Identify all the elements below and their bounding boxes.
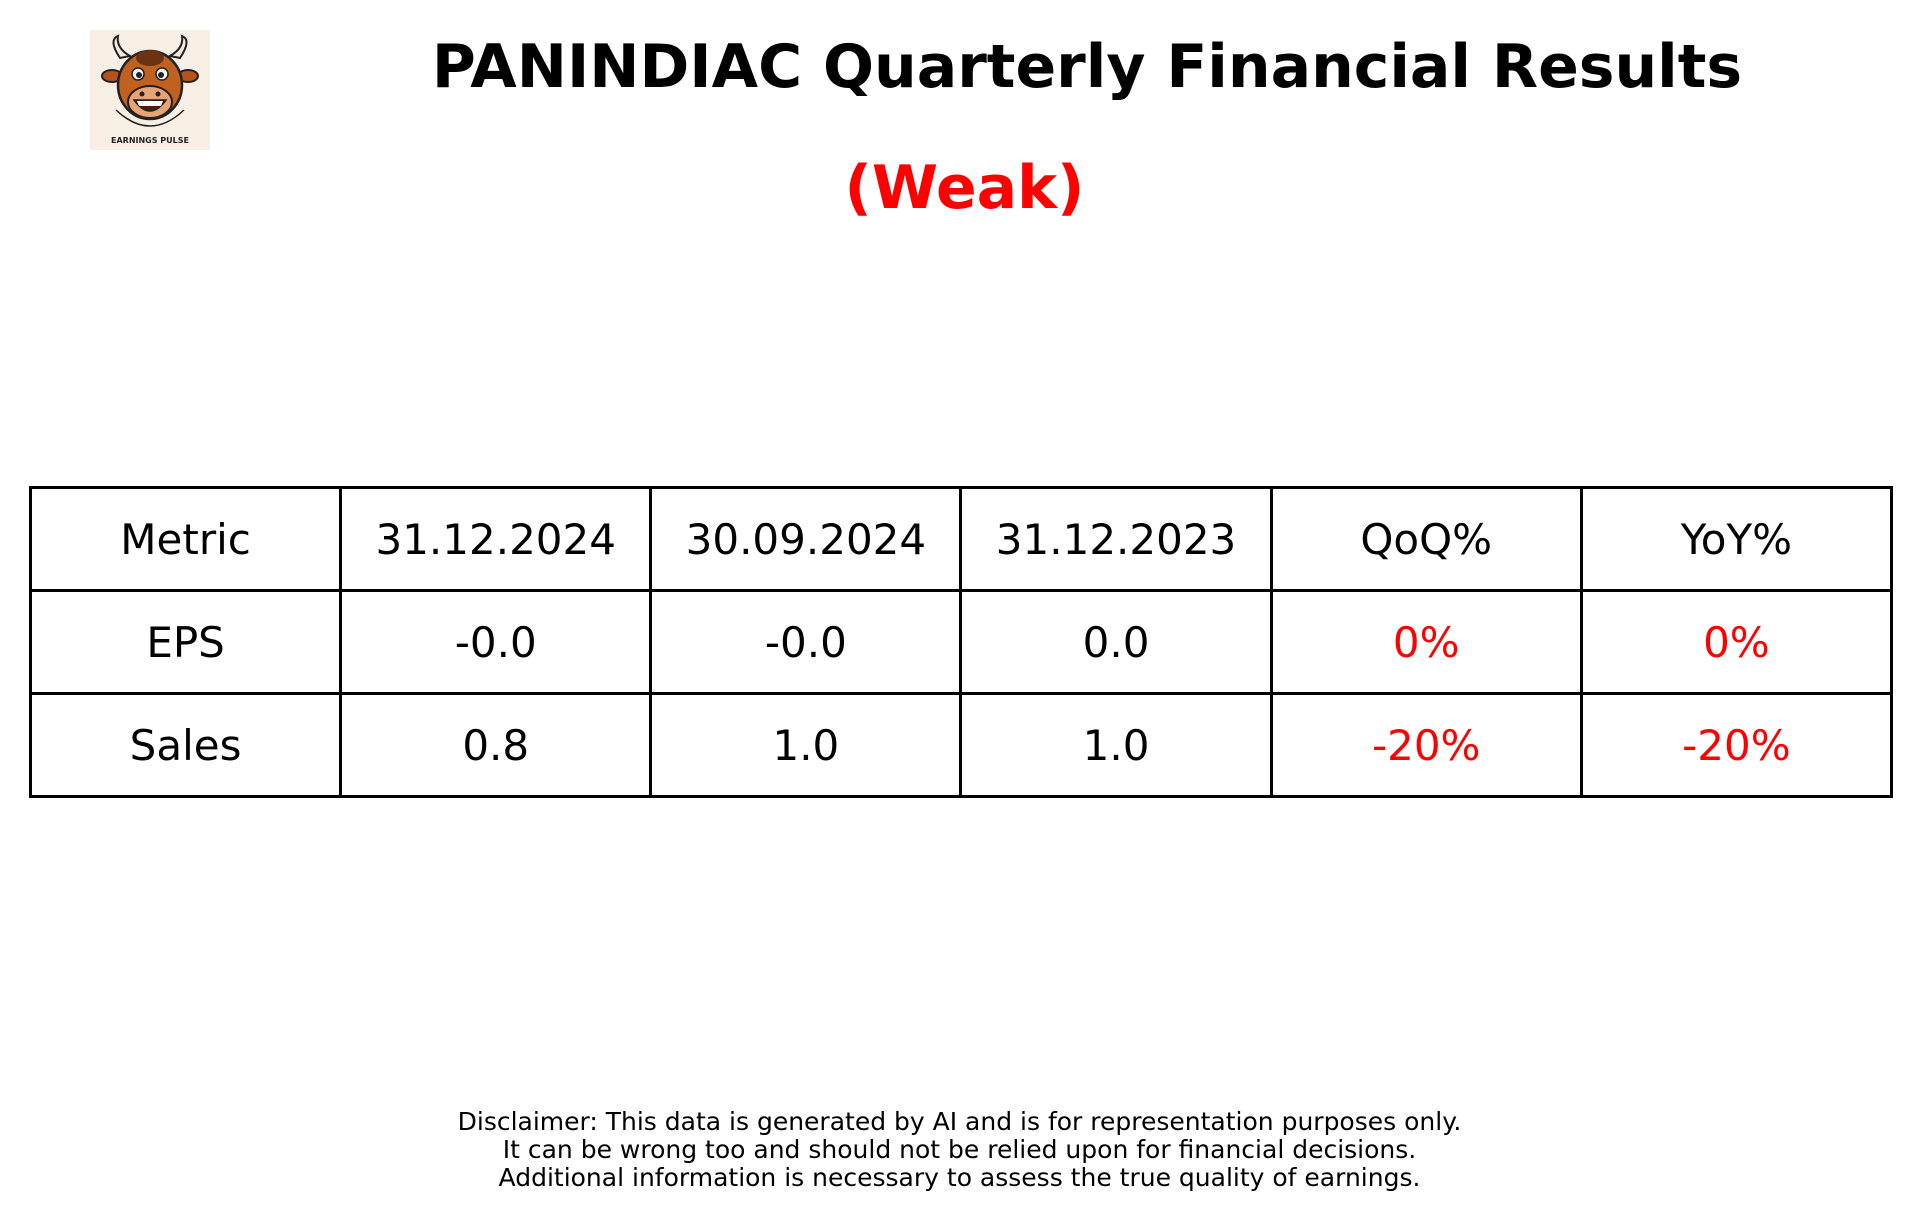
qoq-cell: -20% xyxy=(1269,692,1583,798)
header-cell: YoY% xyxy=(1579,486,1894,592)
rating-label: (Weak) xyxy=(844,153,1085,223)
bull-icon: EARNINGS PULSE xyxy=(101,34,199,145)
disclaimer-line: Additional information is necessary to a… xyxy=(498,1163,1421,1192)
value-cell: 0.8 xyxy=(339,692,653,798)
header-cell: 31.12.2024 xyxy=(339,486,653,592)
value-cell: 1.0 xyxy=(959,692,1273,798)
disclaimer-line: Disclaimer: This data is generated by AI… xyxy=(457,1107,1462,1136)
value-cell: -0.0 xyxy=(649,589,963,695)
disclaimer-line: It can be wrong too and should not be re… xyxy=(502,1135,1417,1164)
header-cell: QoQ% xyxy=(1269,486,1583,592)
page-title: PANINDIAC Quarterly Financial Results xyxy=(431,32,1743,102)
disclaimer: Disclaimer: This data is generated by AI… xyxy=(0,1108,1919,1192)
header-cell: 31.12.2023 xyxy=(959,486,1273,592)
yoy-cell: 0% xyxy=(1579,589,1894,695)
value-cell: 0.0 xyxy=(959,589,1273,695)
value-cell: -0.0 xyxy=(339,589,653,695)
earnings-pulse-logo: EARNINGS PULSE xyxy=(90,30,210,150)
metric-cell: Sales xyxy=(28,692,343,798)
qoq-cell: 0% xyxy=(1269,589,1583,695)
value-cell: 1.0 xyxy=(649,692,963,798)
results-table: Metric 31.12.2024 30.09.2024 31.12.2023 … xyxy=(28,486,1894,798)
metric-cell: EPS xyxy=(28,589,343,695)
header-cell: 30.09.2024 xyxy=(649,486,963,592)
table-header-row: Metric 31.12.2024 30.09.2024 31.12.2023 … xyxy=(28,486,1894,592)
logo-caption: EARNINGS PULSE xyxy=(111,136,189,145)
table-row: EPS -0.0 -0.0 0.0 0% 0% xyxy=(28,589,1894,695)
header-cell: Metric xyxy=(28,486,343,592)
table-row: Sales 0.8 1.0 1.0 -20% -20% xyxy=(28,692,1894,798)
yoy-cell: -20% xyxy=(1579,692,1894,798)
